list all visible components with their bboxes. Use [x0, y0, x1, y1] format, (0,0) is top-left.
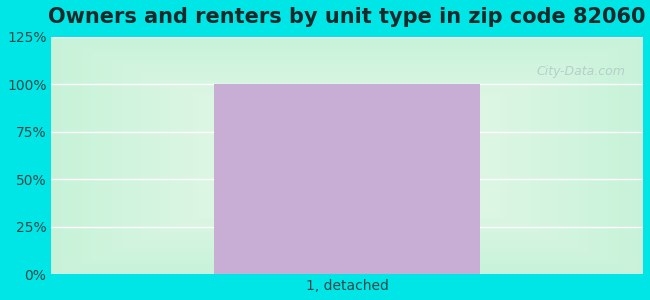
Bar — [214, 84, 480, 274]
Text: City-Data.com: City-Data.com — [536, 65, 625, 78]
Title: Owners and renters by unit type in zip code 82060: Owners and renters by unit type in zip c… — [49, 7, 646, 27]
